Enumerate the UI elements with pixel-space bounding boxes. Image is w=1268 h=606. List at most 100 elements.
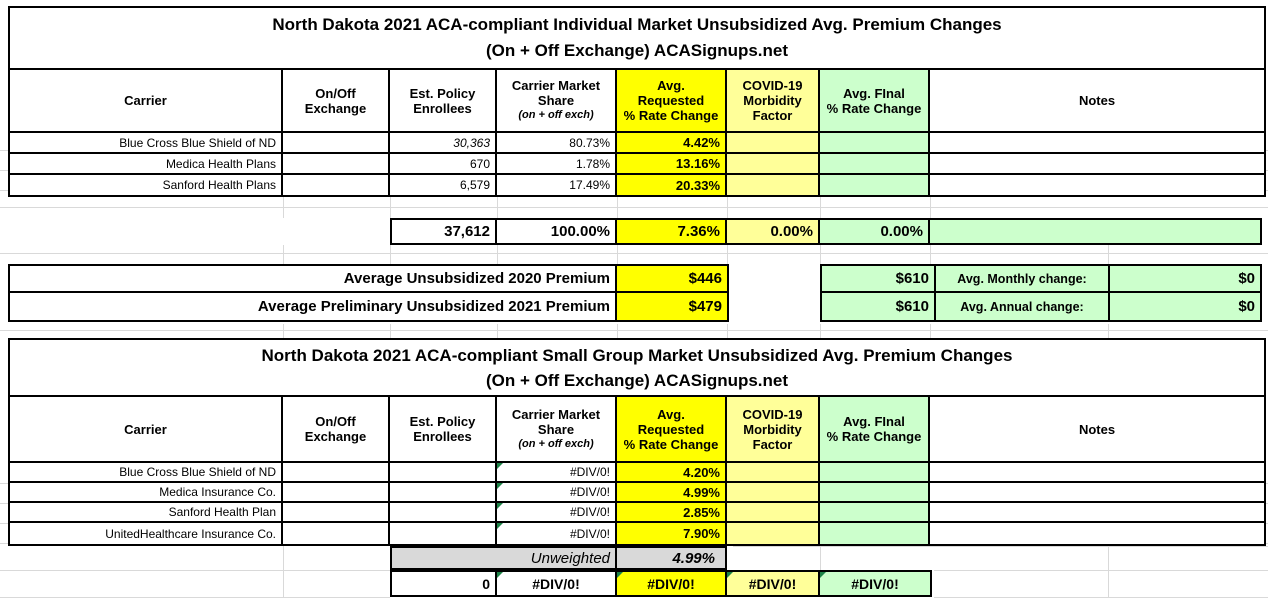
cell-total-avg-requested[interactable]: 7.36% — [617, 220, 727, 243]
cell-market-share[interactable]: 80.73% — [497, 133, 617, 152]
cell-final-premium[interactable]: $610 — [822, 266, 936, 291]
cell-premium-value[interactable]: $446 — [617, 266, 727, 291]
cell-covid-morbidity[interactable] — [727, 175, 820, 195]
cell-total-avg-final[interactable]: #DIV/0! — [820, 572, 930, 595]
cell-market-share[interactable]: #DIV/0! — [497, 463, 617, 481]
cell-avg-final[interactable] — [820, 463, 930, 481]
cell-carrier[interactable]: Medica Insurance Co. — [10, 483, 283, 501]
cell-avg-final[interactable] — [820, 175, 930, 195]
cell-notes[interactable] — [930, 503, 1264, 521]
cell-market-share[interactable]: #DIV/0! — [497, 503, 617, 521]
cell-change-value[interactable]: $0 — [1110, 293, 1260, 320]
cell-avg-final[interactable] — [820, 154, 930, 173]
cell-avg-requested[interactable]: 7.90% — [617, 523, 727, 544]
cell-premium-label[interactable]: Average Unsubsidized 2020 Premium — [10, 266, 617, 291]
cell-exchange[interactable] — [283, 463, 390, 481]
cell-total-covid-morbidity[interactable]: #DIV/0! — [727, 572, 820, 595]
cell-total-covid-morbidity[interactable]: 0.00% — [727, 220, 820, 243]
header-enrollees[interactable]: Est. Policy Enrollees — [390, 397, 497, 461]
cell-avg-requested[interactable]: 4.42% — [617, 133, 727, 152]
header-market-share[interactable]: Carrier Market Share (on + off exch) — [497, 70, 617, 131]
cell-covid-morbidity[interactable] — [727, 154, 820, 173]
header-notes[interactable]: Notes — [930, 70, 1264, 131]
header-carrier[interactable]: Carrier — [10, 70, 283, 131]
cell-notes[interactable] — [930, 463, 1264, 481]
header-exchange[interactable]: On/Off Exchange — [283, 70, 390, 131]
cell-total-avg-requested[interactable]: #DIV/0! — [617, 572, 727, 595]
header-label: Avg. FInal — [843, 414, 905, 429]
cell-notes[interactable] — [930, 175, 1264, 195]
cell-total-notes[interactable] — [930, 220, 1260, 243]
cell-market-share[interactable]: 1.78% — [497, 154, 617, 173]
cell-avg-final[interactable] — [820, 503, 930, 521]
cell-exchange[interactable] — [283, 523, 390, 544]
cell-notes[interactable] — [930, 133, 1264, 152]
header-covid-morbidity[interactable]: COVID-19 Morbidity Factor — [727, 397, 820, 461]
cell-unweighted-value[interactable]: 4.99% — [617, 548, 725, 568]
cell-total-enrollees[interactable]: 37,612 — [392, 220, 497, 243]
header-enrollees[interactable]: Est. Policy Enrollees — [390, 70, 497, 131]
cell-market-share[interactable]: #DIV/0! — [497, 523, 617, 544]
cell-covid-morbidity[interactable] — [727, 503, 820, 521]
cell-total-avg-final[interactable]: 0.00% — [820, 220, 930, 243]
cell-notes[interactable] — [930, 483, 1264, 501]
cell-enrollees[interactable] — [390, 523, 497, 544]
cell-change-label[interactable]: Avg. Monthly change: — [936, 266, 1110, 291]
cell-enrollees[interactable] — [390, 483, 497, 501]
header-exchange[interactable]: On/Off Exchange — [283, 397, 390, 461]
table-title-cell[interactable]: North Dakota 2021 ACA-compliant Individu… — [10, 8, 1264, 70]
cell-avg-requested[interactable]: 20.33% — [617, 175, 727, 195]
cell-enrollees[interactable]: 30,363 — [390, 133, 497, 152]
header-avg-requested[interactable]: Avg. Requested% Rate Change — [617, 70, 727, 131]
cell-carrier[interactable]: Sanford Health Plans — [10, 175, 283, 195]
cell-covid-morbidity[interactable] — [727, 523, 820, 544]
header-label: Enrollees — [413, 100, 472, 116]
header-covid-morbidity[interactable]: COVID-19 Morbidity Factor — [727, 70, 820, 131]
cell-carrier[interactable]: Blue Cross Blue Shield of ND — [10, 463, 283, 481]
header-carrier[interactable]: Carrier — [10, 397, 283, 461]
cell-market-share[interactable]: 17.49% — [497, 175, 617, 195]
cell-enrollees[interactable]: 670 — [390, 154, 497, 173]
cell-avg-requested[interactable]: 2.85% — [617, 503, 727, 521]
cell-total-enrollees[interactable]: 0 — [392, 572, 497, 595]
cell-exchange[interactable] — [283, 503, 390, 521]
cell-notes[interactable] — [930, 154, 1264, 173]
cell-enrollees[interactable] — [390, 463, 497, 481]
table-title-cell[interactable]: North Dakota 2021 ACA-compliant Small Gr… — [10, 340, 1264, 397]
cell-total-market-share[interactable]: 100.00% — [497, 220, 617, 243]
cell-avg-final[interactable] — [820, 133, 930, 152]
cell-carrier[interactable]: Blue Cross Blue Shield of ND — [10, 133, 283, 152]
header-avg-requested[interactable]: Avg. Requested% Rate Change — [617, 397, 727, 461]
cell-enrollees[interactable]: 6,579 — [390, 175, 497, 195]
cell-avg-final[interactable] — [820, 523, 930, 544]
cell-unweighted-label[interactable]: Unweighted — [392, 548, 617, 568]
title-line2: (On + Off Exchange) ACASignups.net — [485, 41, 789, 60]
cell-avg-requested[interactable]: 4.99% — [617, 483, 727, 501]
cell-change-value[interactable]: $0 — [1110, 266, 1260, 291]
cell-exchange[interactable] — [283, 154, 390, 173]
header-notes[interactable]: Notes — [930, 397, 1264, 461]
header-avg-final[interactable]: Avg. FInal% Rate Change — [820, 70, 930, 131]
cell-exchange[interactable] — [283, 483, 390, 501]
cell-avg-requested[interactable]: 13.16% — [617, 154, 727, 173]
cell-final-premium[interactable]: $610 — [822, 293, 936, 320]
cell-covid-morbidity[interactable] — [727, 133, 820, 152]
cell-enrollees[interactable] — [390, 503, 497, 521]
cell-notes[interactable] — [930, 523, 1264, 544]
cell-premium-label[interactable]: Average Preliminary Unsubsidized 2021 Pr… — [10, 293, 617, 320]
cell-exchange[interactable] — [283, 133, 390, 152]
cell-covid-morbidity[interactable] — [727, 463, 820, 481]
header-market-share[interactable]: Carrier Market Share (on + off exch) — [497, 397, 617, 461]
cell-carrier[interactable]: UnitedHealthcare Insurance Co. — [10, 523, 283, 544]
header-avg-final[interactable]: Avg. FInal% Rate Change — [820, 397, 930, 461]
cell-avg-final[interactable] — [820, 483, 930, 501]
cell-market-share[interactable]: #DIV/0! — [497, 483, 617, 501]
cell-carrier[interactable]: Medica Health Plans — [10, 154, 283, 173]
cell-covid-morbidity[interactable] — [727, 483, 820, 501]
cell-avg-requested[interactable]: 4.20% — [617, 463, 727, 481]
cell-exchange[interactable] — [283, 175, 390, 195]
cell-carrier[interactable]: Sanford Health Plan — [10, 503, 283, 521]
cell-change-label[interactable]: Avg. Annual change: — [936, 293, 1110, 320]
cell-total-market-share[interactable]: #DIV/0! — [497, 572, 617, 595]
cell-premium-value[interactable]: $479 — [617, 293, 727, 320]
